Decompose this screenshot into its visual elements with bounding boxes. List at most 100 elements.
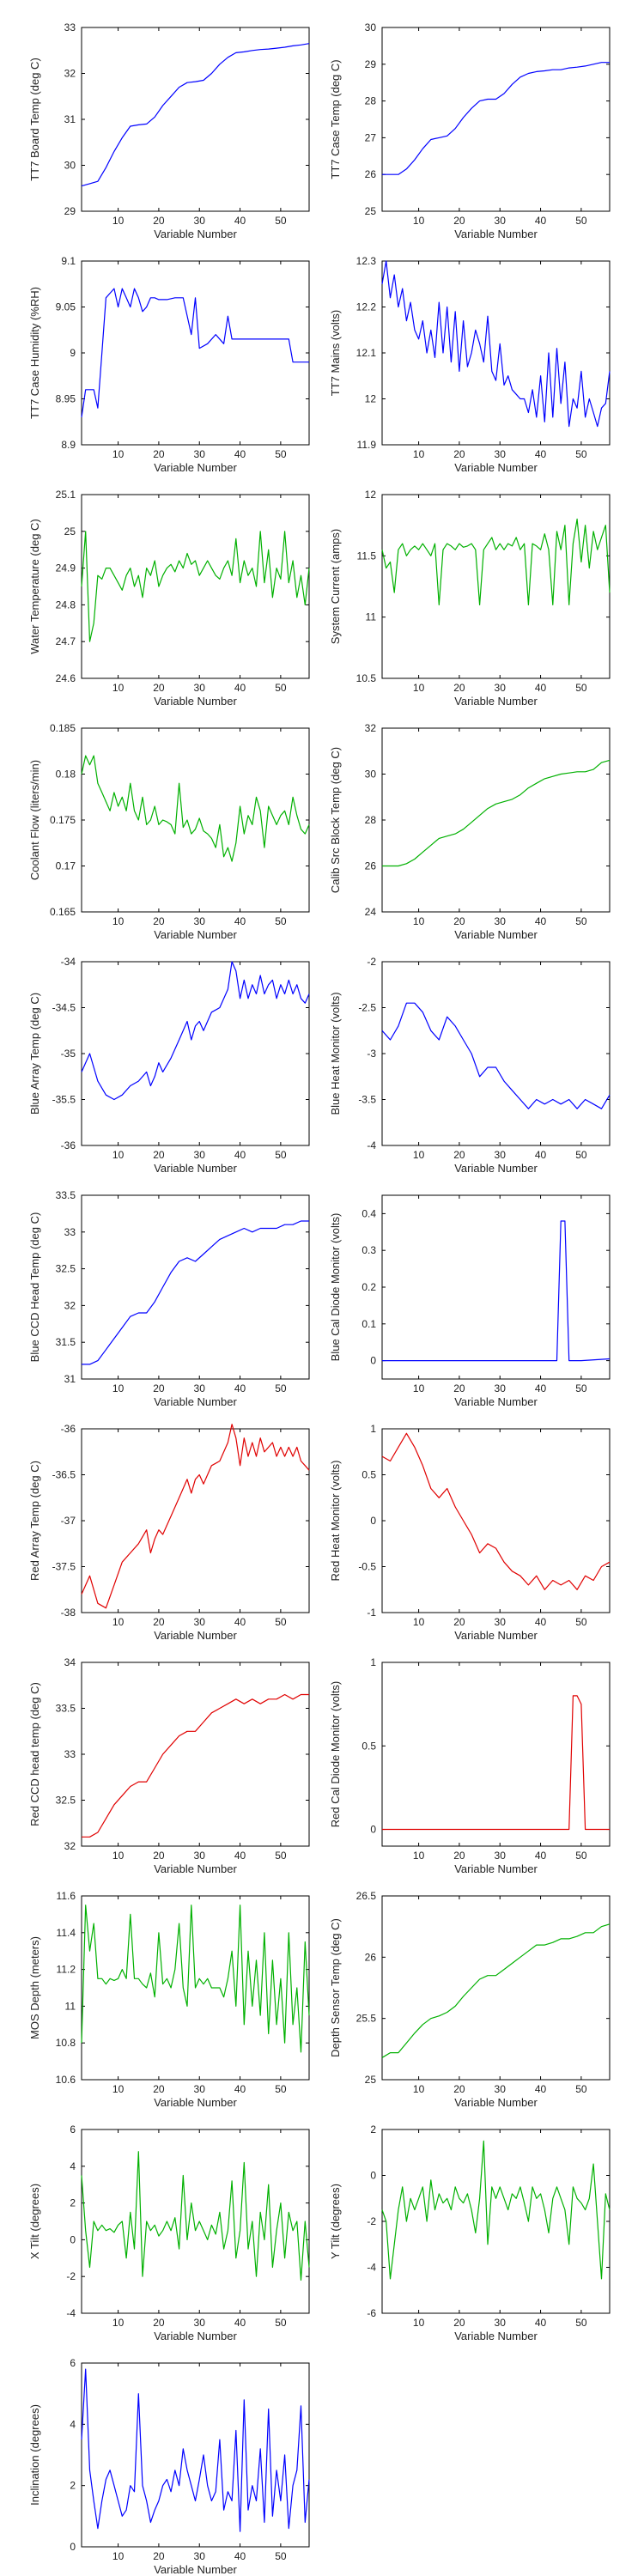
y-tick-label: 24.9 (56, 562, 76, 574)
x-tick-label: 40 (234, 2083, 246, 2095)
x-tick-label: 40 (234, 1382, 246, 1394)
y-tick-label: 25.1 (56, 489, 76, 501)
x-tick-label: 10 (413, 1149, 425, 1161)
series-line (382, 1695, 610, 1831)
y-tick-label: 0 (70, 2541, 76, 2553)
x-tick-label: 10 (112, 682, 125, 694)
y-tick-label: 2 (70, 2480, 76, 2492)
x-tick-label: 10 (112, 1382, 125, 1394)
chart-panel: 0 0.5 1 10 20 30 40 50 Variable Number Red Cal Di… (329, 1656, 611, 1875)
plot-frame (81, 2362, 310, 2548)
y-tick-label: -2 (367, 2215, 376, 2227)
plot-frame (81, 1428, 310, 1613)
plot-frame (81, 27, 310, 212)
x-tick-label: 30 (495, 448, 507, 460)
x-tick-label: 10 (413, 2317, 425, 2329)
x-axis-label: Variable Number (454, 1629, 538, 1642)
y-tick-label: 24 (365, 906, 377, 918)
y-axis-label: TT7 Mains (volts) (329, 310, 342, 396)
y-tick-label: 0 (370, 1824, 376, 1836)
y-tick-label: 29 (64, 205, 76, 217)
x-tick-label: 20 (453, 682, 465, 694)
y-axis-label: TT7 Case Humidity (%RH) (28, 287, 41, 419)
y-axis-label: Red Array Temp (deg C) (28, 1461, 41, 1581)
y-tick-label: 30 (64, 160, 76, 172)
x-tick-label: 10 (413, 1382, 425, 1394)
x-tick-label: 50 (575, 682, 587, 694)
y-tick-label: 0.3 (361, 1244, 376, 1256)
y-tick-label: 0.185 (50, 722, 76, 734)
y-tick-label: 12.3 (356, 255, 377, 267)
y-tick-label: -34 (61, 956, 76, 968)
x-tick-label: 20 (453, 1616, 465, 1628)
x-axis-label: Variable Number (454, 928, 538, 941)
chart-panel: -1 -0.5 0 0.5 1 10 20 30 40 50 Variable Number Red … (329, 1423, 611, 1642)
x-tick-label: 30 (495, 2317, 507, 2329)
y-axis-label: Red CCD head temp (deg C) (28, 1682, 41, 1826)
x-tick-label: 40 (535, 448, 547, 460)
y-axis-label: Inclination (degrees) (28, 2404, 41, 2506)
x-tick-label: 50 (575, 2083, 587, 2095)
x-tick-label: 50 (275, 682, 287, 694)
y-tick-label: 1 (370, 1656, 376, 1668)
y-axis-label: Depth Sensor Temp (deg C) (329, 1918, 342, 2057)
y-tick-label: 30 (365, 21, 377, 33)
y-tick-label: 0.175 (50, 814, 76, 826)
y-tick-label: 8.9 (61, 439, 76, 451)
x-axis-label: Variable Number (454, 695, 538, 708)
y-tick-label: 0.165 (50, 906, 76, 918)
x-tick-label: 30 (495, 1382, 507, 1394)
y-tick-label: 32.5 (56, 1795, 76, 1807)
series-line (382, 759, 611, 867)
y-tick-label: 9 (70, 347, 76, 359)
series-line (381, 2140, 611, 2280)
y-tick-label: 30 (365, 769, 377, 781)
y-axis-label: System Current (amps) (329, 529, 342, 644)
y-tick-label: 31 (64, 113, 76, 125)
chart-panel: -36 -35.5 -35 -34.5 -34 10 20 30 40 50 Variable Nu… (28, 956, 310, 1175)
x-tick-label: 10 (112, 448, 125, 460)
y-tick-label: 25 (365, 205, 377, 217)
x-tick-label: 40 (234, 215, 246, 227)
x-tick-label: 10 (112, 1850, 125, 1862)
x-tick-label: 20 (153, 1616, 165, 1628)
y-tick-label: 26 (365, 168, 377, 180)
y-axis-label: Red Heat Monitor (volts) (329, 1461, 342, 1582)
x-axis-label: Variable Number (154, 2563, 237, 2576)
y-tick-label: 32 (64, 1299, 76, 1311)
x-tick-label: 30 (194, 1850, 206, 1862)
plot-frame (381, 260, 611, 446)
series-line (81, 961, 310, 1101)
x-tick-label: 20 (153, 1382, 165, 1394)
y-tick-label: 0.17 (56, 860, 76, 872)
x-tick-label: 40 (234, 2317, 246, 2329)
x-tick-label: 30 (194, 2550, 206, 2562)
plot-frame (381, 961, 611, 1146)
y-tick-label: -4 (66, 2307, 76, 2319)
y-tick-label: -6 (367, 2307, 376, 2319)
y-tick-label: 32.5 (56, 1263, 76, 1275)
x-tick-label: 20 (453, 1850, 465, 1862)
x-axis-label: Variable Number (454, 2096, 538, 2109)
y-tick-label: 0 (370, 2170, 376, 2182)
x-tick-label: 50 (575, 215, 587, 227)
y-tick-label: 25 (64, 526, 76, 538)
y-tick-label: -35.5 (52, 1094, 76, 1106)
y-tick-label: 11 (65, 2000, 76, 2012)
plot-frame (381, 1428, 611, 1613)
x-tick-label: 30 (495, 1616, 507, 1628)
chart-panel: 0 0.1 0.2 0.3 0.4 10 20 30 40 50 Variable Number Bl… (329, 1194, 611, 1408)
x-axis-label: Variable Number (154, 1162, 237, 1175)
x-axis-label: Variable Number (154, 2096, 237, 2109)
series-line (82, 1220, 309, 1365)
plot-frame (381, 2129, 611, 2314)
series-line (82, 1693, 309, 1838)
y-tick-label: -0.5 (358, 1561, 376, 1573)
y-tick-label: 31.5 (56, 1336, 76, 1348)
y-tick-label: 33 (64, 21, 76, 33)
x-tick-label: 50 (275, 1850, 287, 1862)
y-axis-label: TT7 Case Temp (deg C) (329, 59, 342, 179)
x-tick-label: 50 (275, 915, 287, 927)
x-tick-label: 30 (495, 215, 507, 227)
x-tick-label: 50 (275, 2083, 287, 2095)
